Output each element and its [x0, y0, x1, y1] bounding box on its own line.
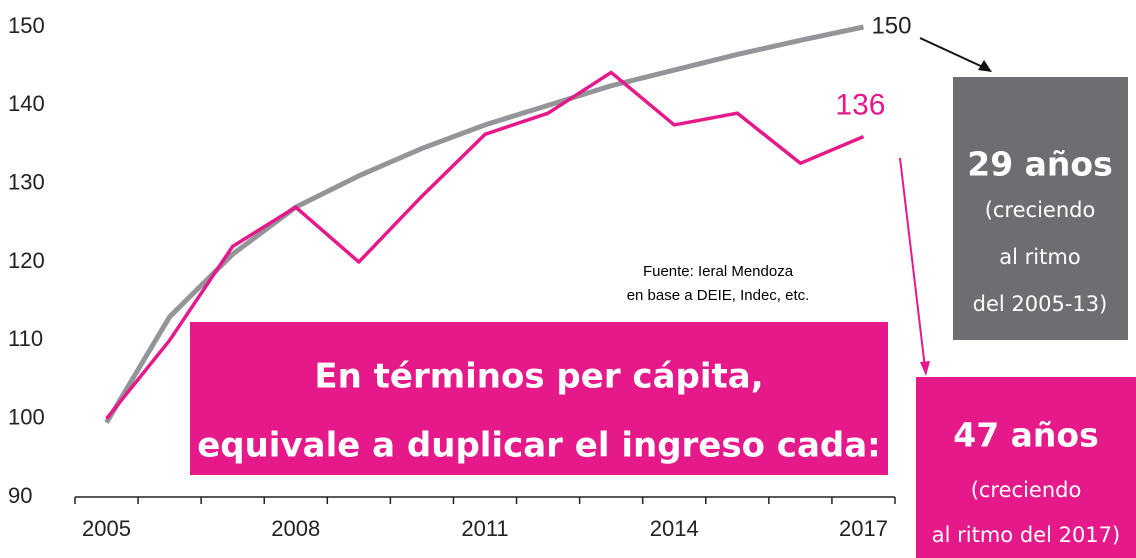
- actual-box: [916, 377, 1136, 558]
- source: Fuente: Ieral Mendoza: [643, 263, 794, 280]
- box-text: (creciendo: [985, 198, 1096, 222]
- series-line: [104, 24, 864, 424]
- y-tick-label: 150: [8, 13, 45, 38]
- y-tick-label: 140: [8, 91, 45, 116]
- trend-box: [953, 77, 1128, 340]
- x-tick-label: 2014: [650, 516, 699, 541]
- banner-text: equivale a duplicar el ingreso cada:: [197, 426, 881, 466]
- banner-box: [190, 322, 888, 475]
- arrow: [899, 157, 926, 369]
- series-line: [105, 70, 865, 420]
- arrow-head: [978, 60, 992, 72]
- y-tick-label: 100: [8, 404, 45, 429]
- box-text: (creciendo: [971, 478, 1082, 502]
- y-tick-label: 120: [8, 248, 45, 273]
- box-title: 29 años: [967, 145, 1113, 184]
- y-tick-label: 90: [8, 483, 32, 508]
- source: en base a DEIE, Indec, etc.: [627, 287, 810, 304]
- box-text: al ritmo: [999, 245, 1080, 269]
- y-tick-label: 110: [8, 326, 43, 351]
- x-tick-label: 2011: [461, 516, 508, 541]
- x-tick-label: 2017: [839, 516, 888, 541]
- value-label: 150: [871, 12, 911, 39]
- x-tick-label: 2005: [82, 516, 131, 541]
- arrow-head: [920, 361, 930, 376]
- box-text: al ritmo del 2017): [932, 523, 1120, 547]
- banner-text: En términos per cápita,: [314, 357, 763, 397]
- arrow: [919, 37, 986, 69]
- box-text: del 2005-13): [973, 292, 1108, 316]
- value-label: 136: [835, 89, 885, 122]
- y-tick-label: 130: [8, 169, 45, 194]
- x-tick-label: 2008: [271, 516, 320, 541]
- box-title: 47 años: [953, 416, 1099, 455]
